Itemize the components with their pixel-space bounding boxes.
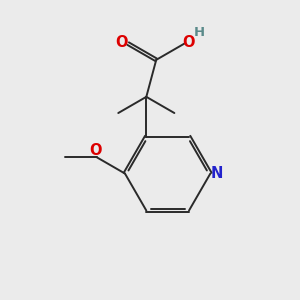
Text: O: O: [183, 35, 195, 50]
Text: H: H: [194, 26, 205, 39]
Text: O: O: [89, 143, 102, 158]
Text: N: N: [211, 166, 223, 181]
Text: O: O: [116, 35, 128, 50]
